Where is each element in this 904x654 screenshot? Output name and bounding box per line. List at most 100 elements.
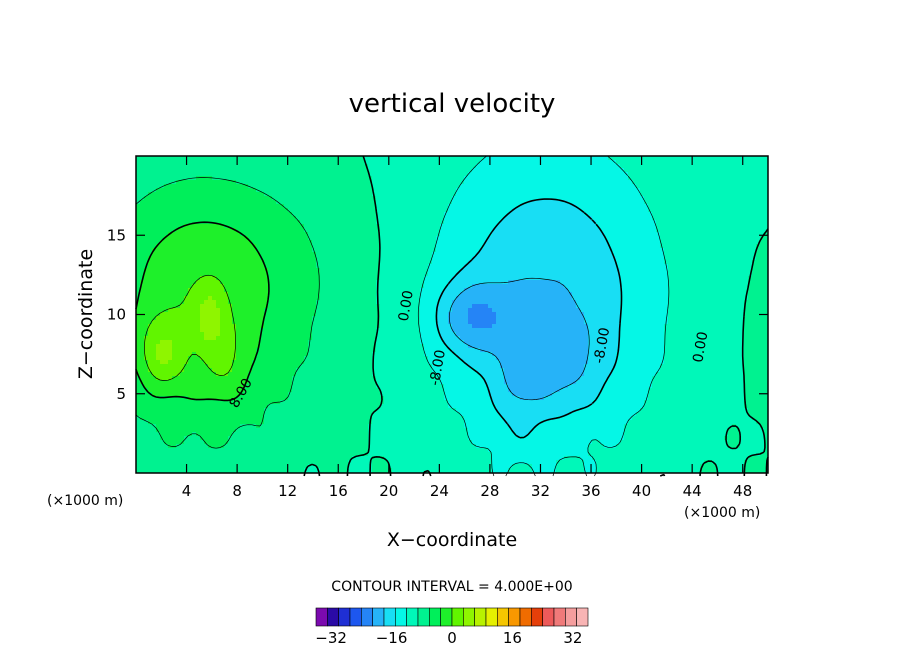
field-cell [344, 244, 349, 249]
field-cell [740, 220, 745, 225]
field-cell [656, 260, 661, 265]
field-cell [328, 180, 333, 185]
field-cell [596, 168, 601, 173]
field-cell [440, 204, 445, 209]
field-cell [644, 228, 649, 233]
field-cell [632, 176, 637, 181]
field-cell [396, 196, 401, 201]
field-cell [480, 228, 485, 233]
field-cell [540, 264, 545, 269]
field-cell [640, 260, 645, 265]
field-cell [200, 176, 205, 181]
field-cell [468, 172, 473, 177]
field-cell [528, 220, 533, 225]
field-cell [212, 256, 217, 261]
field-cell [412, 256, 417, 261]
field-cell [656, 240, 661, 245]
field-cell [472, 236, 477, 241]
field-cell [544, 260, 549, 265]
field-cell [544, 172, 549, 177]
field-cell [496, 268, 501, 273]
field-cell [572, 256, 577, 261]
field-cell [176, 244, 181, 249]
field-cell [352, 248, 357, 253]
field-cell [624, 184, 629, 189]
field-cell [512, 240, 517, 245]
field-cell [516, 280, 521, 285]
field-cell [412, 196, 417, 201]
field-cell [160, 232, 165, 237]
field-cell [384, 276, 389, 281]
field-cell [380, 248, 385, 253]
field-cell [572, 208, 577, 213]
field-cell [660, 184, 665, 189]
field-cell [168, 248, 173, 253]
field-cell [228, 224, 233, 229]
field-cell [428, 248, 433, 253]
field-cell [316, 212, 321, 217]
field-cell [412, 212, 417, 217]
field-cell [208, 208, 213, 213]
field-cell [276, 280, 281, 285]
field-cell [668, 236, 673, 241]
field-cell [284, 268, 289, 273]
field-cell [576, 200, 581, 205]
field-cell [696, 228, 701, 233]
field-cell [460, 188, 465, 193]
field-cell [420, 180, 425, 185]
field-cell [528, 200, 533, 205]
field-cell [224, 188, 229, 193]
field-cell [456, 232, 461, 237]
field-cell [224, 272, 229, 277]
field-cell [152, 256, 157, 261]
field-cell [376, 192, 381, 197]
field-cell [576, 224, 581, 229]
field-cell [528, 156, 533, 161]
field-cell [708, 256, 713, 261]
field-cell [140, 172, 145, 177]
field-cell [740, 264, 745, 269]
field-cell [652, 164, 657, 169]
field-cell [688, 240, 693, 245]
field-cell [332, 240, 337, 245]
field-cell [540, 232, 545, 237]
field-cell [272, 204, 277, 209]
field-cell [388, 260, 393, 265]
field-cell [372, 216, 377, 221]
field-cell [720, 204, 725, 209]
field-cell [180, 160, 185, 165]
field-cell [500, 276, 505, 281]
field-cell [688, 252, 693, 257]
field-cell [296, 176, 301, 181]
field-cell [744, 240, 749, 245]
field-cell [508, 196, 513, 201]
field-cell [680, 272, 685, 277]
field-cell [420, 172, 425, 177]
field-cell [628, 232, 633, 237]
field-cell [272, 168, 277, 173]
field-cell [392, 272, 397, 277]
field-cell [432, 188, 437, 193]
field-cell [636, 176, 641, 181]
field-cell [584, 216, 589, 221]
field-cell [288, 280, 293, 285]
field-cell [528, 260, 533, 265]
field-cell [320, 192, 325, 197]
field-cell [240, 192, 245, 197]
field-cell [192, 236, 197, 241]
field-cell [572, 168, 577, 173]
field-cell [384, 264, 389, 269]
field-cell [448, 192, 453, 197]
field-cell [244, 204, 249, 209]
field-cell [552, 228, 557, 233]
field-cell [364, 280, 369, 285]
field-cell [168, 204, 173, 209]
field-cell [248, 280, 253, 285]
field-cell [504, 160, 509, 165]
field-cell [544, 228, 549, 233]
field-cell [624, 212, 629, 217]
field-cell [564, 248, 569, 253]
field-cell [644, 216, 649, 221]
field-cell [348, 228, 353, 233]
field-cell [724, 232, 729, 237]
